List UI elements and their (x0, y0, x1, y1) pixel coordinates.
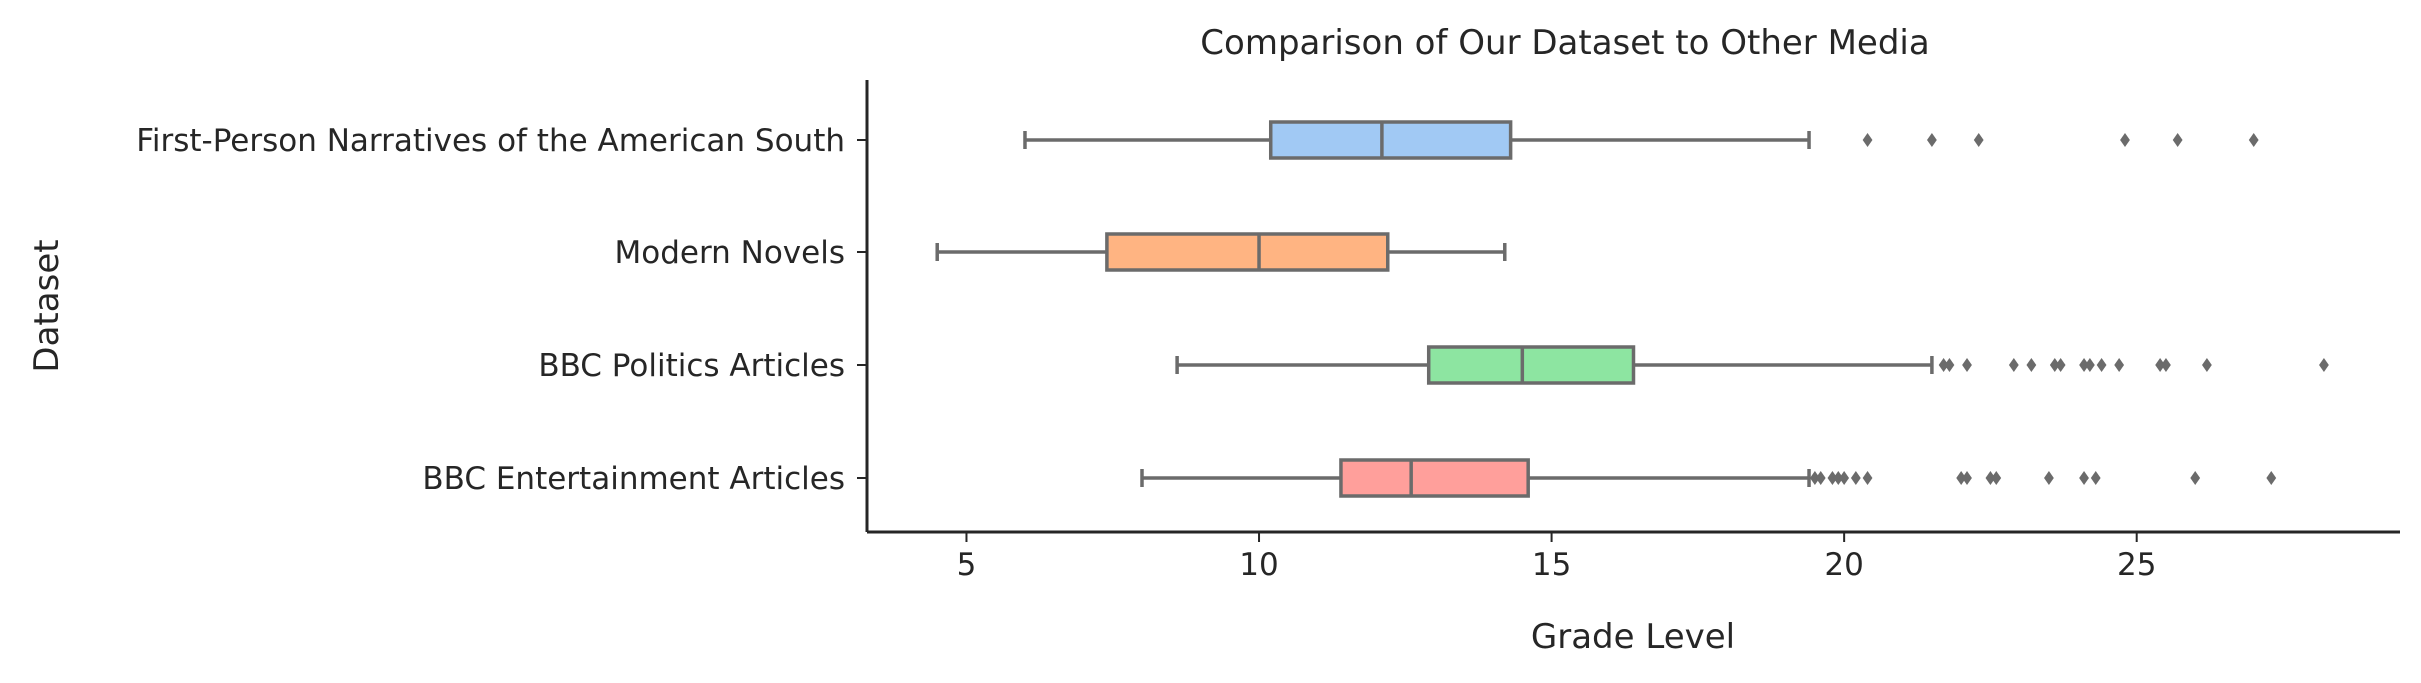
y-category-label: Modern Novels (614, 235, 845, 271)
outlier-point (1938, 358, 1949, 372)
outlier-point (1827, 471, 1838, 485)
outlier-point (1962, 358, 1972, 372)
outlier-point (2161, 358, 2171, 372)
outlier-point (2172, 133, 2183, 147)
box-series (1140, 458, 2277, 498)
outlier-point (1927, 133, 1937, 147)
outlier-point (1862, 133, 1873, 147)
x-axis-label: Grade Level (1531, 617, 1735, 657)
x-tick-label: 15 (1532, 547, 1571, 583)
outlier-point (1956, 471, 1967, 485)
outlier-point (2079, 358, 2089, 372)
y-categories: First-Person Narratives of the American … (136, 123, 867, 497)
outlier-point (1862, 471, 1873, 485)
outlier-point (2096, 358, 2107, 372)
box-series (1023, 120, 2259, 160)
box-series (935, 232, 1507, 272)
outlier-point (2155, 358, 2166, 372)
outlier-point (2044, 471, 2054, 485)
outlier-point (1985, 471, 1996, 485)
box-series (1175, 345, 2329, 385)
outlier-point (2120, 133, 2130, 147)
outlier-point (2248, 133, 2259, 147)
outlier-point (2026, 358, 2037, 372)
y-category-label: BBC Politics Articles (538, 348, 845, 384)
outlier-point (1850, 471, 1861, 485)
outlier-point (2008, 358, 2019, 372)
outlier-point (2079, 471, 2089, 485)
outlier-point (1973, 133, 1984, 147)
outlier-point (2202, 358, 2212, 372)
outlier-point (1815, 471, 1826, 485)
plot-area (935, 120, 2329, 498)
iqr-box (1268, 120, 1513, 160)
x-tick-label: 10 (1239, 547, 1278, 583)
y-category-label: First-Person Narratives of the American … (136, 123, 845, 159)
iqr-box (1426, 345, 1636, 385)
outlier-point (2084, 358, 2095, 372)
outlier-point (2055, 358, 2066, 372)
outlier-point (1839, 471, 1850, 485)
y-axis-label: Dataset (27, 239, 67, 372)
outlier-point (1833, 471, 1844, 485)
outlier-point (2190, 471, 2201, 485)
y-category-label: BBC Entertainment Articles (422, 461, 845, 497)
x-ticks: 5 10 15 20 25 (957, 532, 2156, 583)
outlier-point (2319, 358, 2329, 372)
x-tick-label: 20 (1824, 547, 1863, 583)
outlier-point (1962, 471, 1972, 485)
chart-title: Comparison of Our Dataset to Other Media (1200, 23, 1929, 63)
outlier-point (1991, 471, 2002, 485)
outlier-point (1809, 471, 1820, 485)
outlier-point (2090, 471, 2101, 485)
outlier-point (2114, 358, 2125, 372)
iqr-box (1105, 232, 1390, 272)
x-tick-label: 25 (2117, 547, 2156, 583)
outlier-point (2049, 358, 2060, 372)
x-tick-label: 5 (957, 547, 977, 583)
iqr-box (1339, 458, 1530, 498)
outlier-point (1944, 358, 1955, 372)
outlier-point (2266, 471, 2277, 485)
